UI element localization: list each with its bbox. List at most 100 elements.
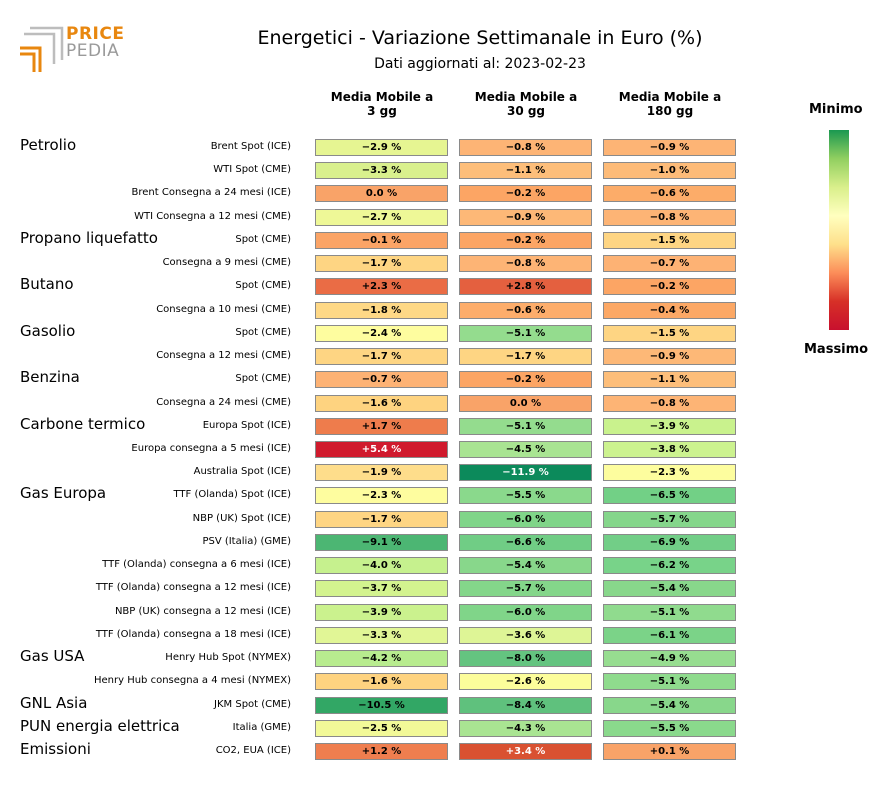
heatmap-cell: −6.5 %: [603, 487, 736, 505]
heatmap-cell: −4.9 %: [603, 650, 736, 668]
logo-mark-icon: [20, 26, 64, 72]
heatmap-cell: −3.9 %: [315, 603, 448, 621]
heatmap-cell: 0.0 %: [459, 394, 592, 412]
heatmap-cell: −1.7 %: [459, 348, 592, 366]
heatmap-cell: −1.6 %: [315, 673, 448, 691]
group-label: Propano liquefatto: [20, 228, 158, 247]
chart-subtitle: Dati aggiornati al: 2023-02-23: [374, 56, 586, 72]
heatmap-cell: −2.3 %: [603, 464, 736, 482]
row-label: NBP (UK) Spot (ICE): [192, 512, 291, 524]
heatmap-cell: −8.4 %: [459, 696, 592, 714]
heatmap-cell: −2.5 %: [315, 719, 448, 737]
heatmap-cell: −5.4 %: [603, 696, 736, 714]
group-label: Carbone termico: [20, 414, 146, 433]
heatmap-cell: −1.8 %: [315, 301, 448, 319]
heatmap-cell: −8.0 %: [459, 650, 592, 668]
heatmap-cell: −0.7 %: [315, 371, 448, 389]
heatmap-cell: −2.4 %: [315, 324, 448, 342]
row-label: Spot (CME): [235, 233, 291, 245]
heatmap-cell: −0.4 %: [603, 301, 736, 319]
heatmap-cell: −2.9 %: [315, 139, 448, 156]
row-label: Spot (CME): [235, 373, 291, 385]
column-header-line: Media Mobile a: [474, 90, 578, 104]
heatmap-cell: −0.8 %: [603, 394, 736, 412]
heatmap-cell: −6.2 %: [603, 557, 736, 575]
row-label: TTF (Olanda) consegna a 6 mesi (ICE): [102, 559, 291, 571]
logo-text-pedia: PEDIA: [66, 41, 120, 61]
row-label: Consegna a 9 mesi (CME): [162, 257, 291, 269]
row-label: NBP (UK) consegna a 12 mesi (ICE): [114, 605, 291, 617]
heatmap-cell: −1.5 %: [603, 231, 736, 249]
heatmap-cell: −3.9 %: [603, 417, 736, 435]
row-label: WTI Spot (CME): [213, 164, 291, 176]
heatmap-cell: −1.7 %: [315, 255, 448, 273]
heatmap-cell: −1.1 %: [459, 162, 592, 180]
group-label: Emissioni: [20, 739, 91, 758]
colorbar: [829, 130, 849, 330]
heatmap-cell: +1.2 %: [315, 742, 448, 760]
group-label: Benzina: [20, 368, 80, 387]
column-header-line: 180 gg: [646, 104, 694, 118]
heatmap-cell: +2.3 %: [315, 278, 448, 296]
heatmap-cell: +2.8 %: [459, 278, 592, 296]
heatmap-cell: −0.8 %: [603, 208, 736, 226]
row-label: Brent Spot (ICE): [210, 141, 291, 152]
row-label: Italia (GME): [232, 721, 291, 733]
row-label: Europa Spot (ICE): [202, 419, 291, 431]
heatmap-cell: −1.7 %: [315, 510, 448, 528]
heatmap-cell: −0.9 %: [459, 208, 592, 226]
heatmap-cell: −0.9 %: [603, 348, 736, 366]
column-header: Media Mobile a 30 gg: [456, 90, 596, 118]
heatmap-cell: +0.1 %: [603, 742, 736, 760]
row-label: Consegna a 10 mesi (CME): [156, 303, 291, 315]
heatmap-cell: −9.1 %: [315, 533, 448, 551]
heatmap-cell: −4.2 %: [315, 650, 448, 668]
heatmap-cell: +5.4 %: [315, 440, 448, 458]
heatmap-cell: −6.0 %: [459, 510, 592, 528]
heatmap-cell: −0.2 %: [459, 185, 592, 203]
heatmap-cell: −3.3 %: [315, 626, 448, 644]
heatmap-cell: −5.5 %: [459, 487, 592, 505]
row-label: TTF (Olanda) consegna a 18 mesi (ICE): [95, 628, 291, 640]
row-label: TTF (Olanda) consegna a 12 mesi (ICE): [95, 582, 291, 594]
row-label: PSV (Italia) (GME): [202, 535, 291, 547]
logo-text-price: PRICE: [66, 24, 125, 44]
heatmap-cell: −0.8 %: [459, 139, 592, 156]
heatmap-cell: −4.5 %: [459, 440, 592, 458]
heatmap-cell: −0.2 %: [603, 278, 736, 296]
group-label: Petrolio: [20, 136, 77, 154]
heatmap-cell: −5.1 %: [459, 417, 592, 435]
column-header-line: Media Mobile a: [618, 90, 722, 104]
row-label: WTI Consegna a 12 mesi (CME): [134, 210, 291, 222]
heatmap-cell: −0.2 %: [459, 371, 592, 389]
heatmap-cell: −3.6 %: [459, 626, 592, 644]
heatmap-cell: −2.3 %: [315, 487, 448, 505]
row-label: Henry Hub consegna a 4 mesi (NYMEX): [93, 675, 291, 687]
heatmap-cell: −0.6 %: [459, 301, 592, 319]
row-label: Brent Consegna a 24 mesi (ICE): [131, 187, 291, 199]
heatmap-cell: −3.7 %: [315, 580, 448, 598]
heatmap-cell: −0.9 %: [603, 139, 736, 156]
heatmap-cell: −5.5 %: [603, 719, 736, 737]
heatmap-cell: −2.7 %: [315, 208, 448, 226]
row-label: Europa consegna a 5 mesi (ICE): [131, 442, 291, 454]
heatmap-cell: −5.4 %: [459, 557, 592, 575]
group-label: Butano: [20, 275, 74, 294]
heatmap-cell: −5.1 %: [459, 324, 592, 342]
heatmap-cell: −11.9 %: [459, 464, 592, 482]
heatmap-cell: 0.0 %: [315, 185, 448, 203]
heatmap-cell: −1.5 %: [603, 324, 736, 342]
heatmap-cell: −4.0 %: [315, 557, 448, 575]
heatmap-cell: −1.0 %: [603, 162, 736, 180]
row-label: Henry Hub Spot (NYMEX): [165, 652, 291, 664]
column-header-line: 30 gg: [506, 104, 546, 118]
heatmap-cell: −1.6 %: [315, 394, 448, 412]
pricepedia-logo: PRICE PEDIA: [18, 24, 128, 74]
row-label: Consegna a 12 mesi (CME): [156, 350, 291, 362]
legend-max-label: Massimo: [804, 342, 869, 357]
column-header: Media Mobile a 180 gg: [600, 90, 740, 118]
heatmap-cell: −0.8 %: [459, 255, 592, 273]
column-header-line: 3 gg: [367, 104, 397, 118]
heatmap-cell: −1.9 %: [315, 464, 448, 482]
chart-title: Energetici - Variazione Settimanale in E…: [257, 27, 703, 49]
